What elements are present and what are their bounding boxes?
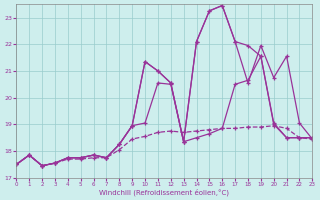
X-axis label: Windchill (Refroidissement éolien,°C): Windchill (Refroidissement éolien,°C) <box>99 188 229 196</box>
